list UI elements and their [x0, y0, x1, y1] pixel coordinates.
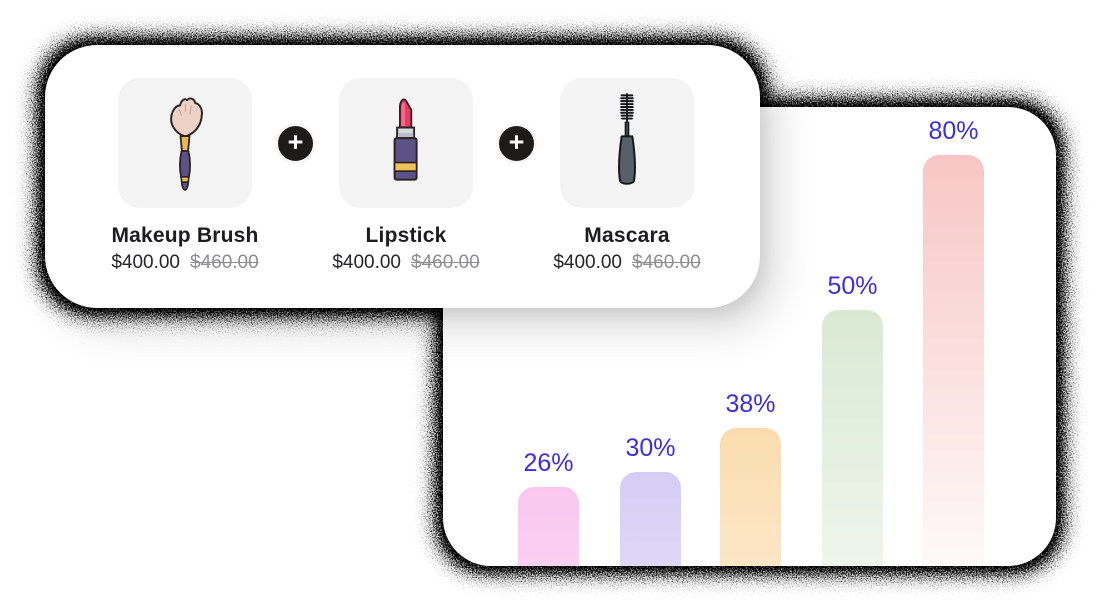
- bar: [720, 428, 781, 566]
- bar-value-label: 26%: [523, 449, 574, 477]
- price-current: $400.00: [111, 252, 180, 273]
- bar: [923, 155, 984, 566]
- price-row: $400.00 $460.00: [553, 251, 700, 275]
- add-item-button[interactable]: +: [278, 126, 313, 161]
- bar: [620, 472, 681, 566]
- product-column: Mascara $400.00 $460.00: [553, 78, 701, 275]
- mascara-icon: [618, 93, 636, 185]
- lipstick-icon: [393, 98, 418, 181]
- product-name: Makeup Brush: [111, 224, 259, 247]
- product-name: Mascara: [584, 224, 670, 247]
- bar-value-label: 30%: [625, 434, 676, 462]
- add-item-button[interactable]: +: [499, 126, 534, 161]
- price-row: $400.00 $460.00: [332, 251, 479, 275]
- product-tile-mascara[interactable]: [560, 78, 694, 208]
- bar-value-label: 80%: [928, 117, 979, 145]
- product-column: Lipstick $400.00 $460.00: [332, 78, 480, 275]
- price-current: $400.00: [553, 252, 622, 273]
- price-original: $460.00: [190, 252, 259, 273]
- product-tile-lipstick[interactable]: [339, 78, 473, 208]
- bar: [518, 487, 579, 566]
- product-name: Lipstick: [365, 224, 447, 247]
- price-original: $460.00: [632, 252, 701, 273]
- price-row: $400.00 $460.00: [111, 251, 258, 275]
- product-column: Makeup Brush $400.00 $460.00: [111, 78, 259, 275]
- makeup-brush-icon: [170, 97, 203, 191]
- price-original: $460.00: [411, 252, 480, 273]
- bar: [822, 310, 883, 566]
- product-tile-makeup-brush[interactable]: [118, 78, 252, 208]
- plus-gap: +: [473, 78, 560, 161]
- bar-value-label: 50%: [827, 272, 878, 300]
- product-bundle-card: Makeup Brush $400.00 $460.00 + Lipstick $…: [45, 45, 760, 308]
- price-current: $400.00: [332, 252, 401, 273]
- plus-gap: +: [252, 78, 339, 161]
- bar-value-label: 38%: [725, 390, 776, 418]
